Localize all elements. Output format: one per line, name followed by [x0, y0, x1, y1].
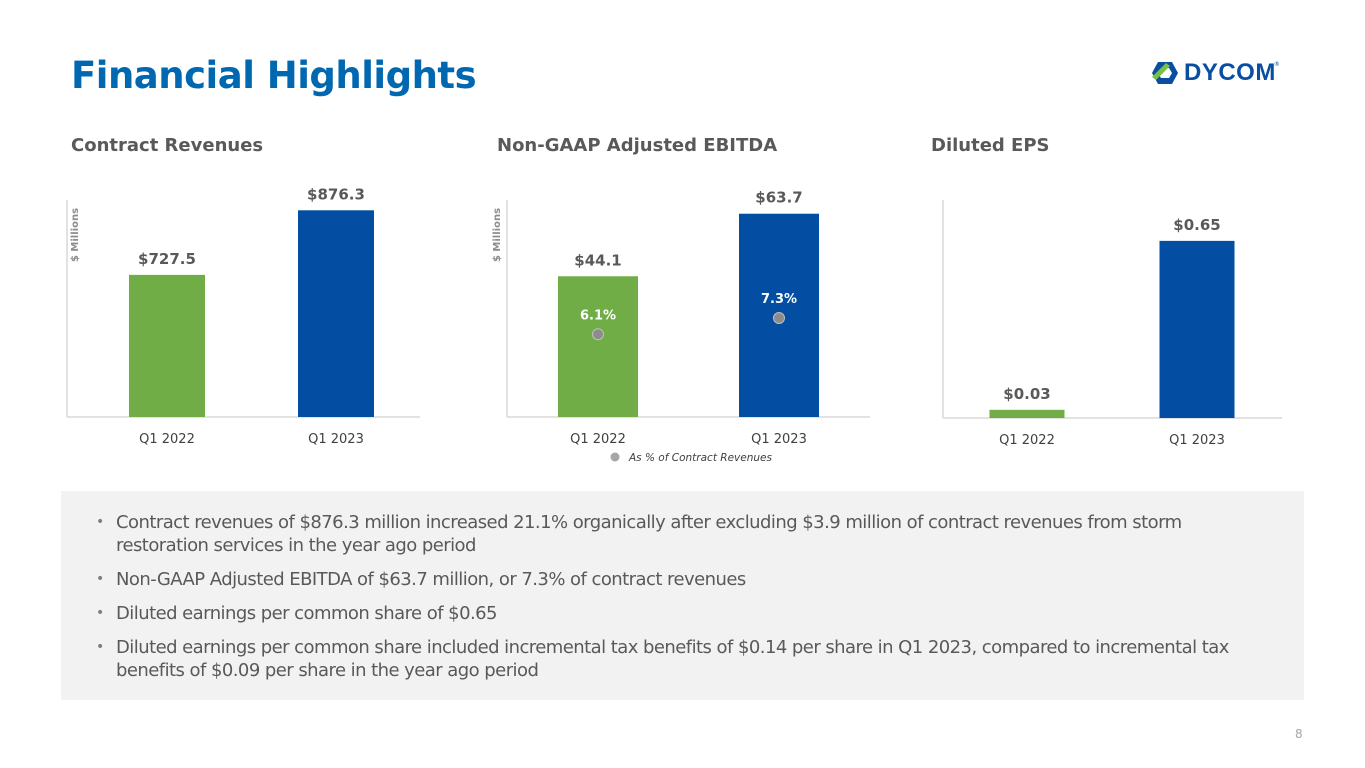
dycom-logo: DYCOM ® — [1150, 59, 1280, 86]
page-title: Financial Highlights — [71, 54, 477, 97]
legend-label: As % of Contract Revenues — [628, 452, 772, 464]
logo-trademark: ® — [1273, 61, 1280, 68]
summary-panel: Contract revenues of $876.3 million incr… — [61, 491, 1304, 700]
bar-q1-2022 — [129, 274, 205, 417]
chart-title-adjusted-ebitda: Non-GAAP Adjusted EBITDA — [497, 135, 778, 156]
summary-bullet: Diluted earnings per common share includ… — [96, 636, 1266, 682]
bar-data-label: $0.65 — [1173, 216, 1220, 234]
bar-q1-2022 — [558, 276, 638, 417]
adjusted-ebitda-chart-svg: $ Millions $44.1 Q1 2022 $63.7 Q1 2023 6.1% 7.… — [492, 189, 870, 464]
logo-wordmark: DYCOM — [1184, 59, 1276, 86]
x-tick-label: Q1 2023 — [751, 432, 807, 447]
bar-q1-2023 — [298, 210, 374, 417]
adjusted-ebitda-chart: $ Millions $44.1 Q1 2022 $63.7 Q1 2023 6.1% 7.… — [490, 180, 880, 484]
x-tick-label: Q1 2023 — [308, 432, 364, 447]
x-tick-label: Q1 2022 — [139, 432, 195, 447]
y-axis-label: $ Millions — [492, 208, 503, 262]
dycom-logo-icon — [1152, 62, 1178, 84]
bar-data-label: $44.1 — [574, 251, 621, 269]
chart-title-diluted-eps: Diluted EPS — [931, 135, 1050, 156]
x-tick-label: Q1 2023 — [1169, 433, 1225, 448]
percent-marker — [592, 328, 604, 341]
bar-q1-2023 — [1159, 240, 1235, 418]
diluted-eps-chart-svg: $0.03 Q1 2022 $0.65 Q1 2023 — [942, 200, 1282, 448]
percent-data-label: 6.1% — [580, 308, 616, 323]
page-number: 8 — [1295, 727, 1303, 741]
summary-bullet: Diluted earnings per common share of $0.… — [96, 602, 1266, 625]
summary-bullet: Contract revenues of $876.3 million incr… — [96, 511, 1266, 557]
percent-data-label: 7.3% — [761, 292, 797, 307]
bar-data-label: $727.5 — [138, 250, 196, 268]
bar-data-label: $876.3 — [307, 185, 365, 203]
contract-revenues-chart: $ Millions $727.5 Q1 2022 $876.3 Q1 2023 — [60, 180, 430, 484]
x-tick-label: Q1 2022 — [570, 432, 626, 447]
summary-bullet: Non-GAAP Adjusted EBITDA of $63.7 millio… — [96, 568, 1266, 591]
x-tick-label: Q1 2022 — [999, 433, 1055, 448]
contract-revenues-chart-svg: $ Millions $727.5 Q1 2022 $876.3 Q1 2023 — [66, 185, 420, 447]
legend-marker — [610, 452, 620, 462]
chart-title-contract-revenues: Contract Revenues — [71, 135, 264, 156]
diluted-eps-chart: $0.03 Q1 2022 $0.65 Q1 2023 — [930, 180, 1290, 484]
bar-data-label: $63.7 — [755, 189, 802, 207]
percent-marker — [773, 311, 785, 324]
bar-q1-2022 — [989, 409, 1065, 418]
summary-bullet-list: Contract revenues of $876.3 million incr… — [61, 491, 1266, 682]
y-axis-label: $ Millions — [70, 208, 81, 262]
bar-data-label: $0.03 — [1003, 385, 1050, 403]
